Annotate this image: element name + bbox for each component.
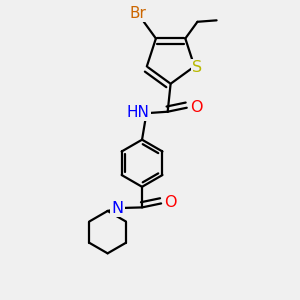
Text: Br: Br <box>129 6 146 21</box>
Text: O: O <box>164 196 177 211</box>
Text: O: O <box>190 100 203 115</box>
Text: N: N <box>111 200 123 215</box>
Text: HN: HN <box>127 105 150 120</box>
Text: S: S <box>192 60 203 75</box>
